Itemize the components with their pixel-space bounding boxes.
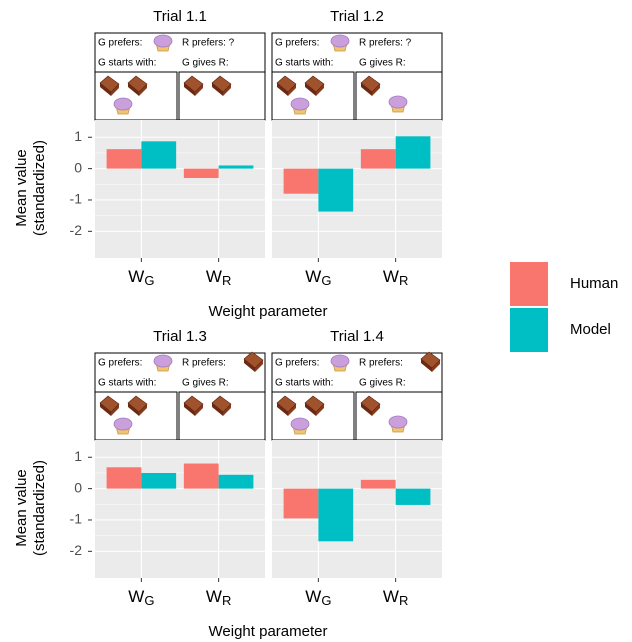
y-tick-label: 1 [74,448,82,464]
bar [184,464,219,489]
cupcake-frosting [114,98,132,110]
scenario-text: G starts with: [98,58,156,69]
x-tick-main: W [383,267,399,286]
cupcake-frosting [154,35,172,47]
y-tick-label: 0 [74,159,82,175]
x-tick-sub: R [399,593,408,608]
bar [284,489,319,519]
scenario-text: G prefers: [98,38,142,49]
x-tick-sub: R [399,273,408,288]
x-tick-label: WR [383,267,408,288]
cupcake-frosting [114,418,132,430]
y-axis-label: Mean value [13,469,30,547]
cupcake-frosting [331,35,349,47]
panel-title: Trial 1.1 [153,8,207,25]
scenario-text: G starts with: [275,378,333,389]
bar [107,467,142,488]
legend-key [510,308,548,352]
x-tick-sub: G [144,273,154,288]
x-tick-sub: G [144,593,154,608]
legend-label: Human [570,275,618,292]
y-tick-label: 1 [74,128,82,144]
bar [219,165,254,168]
x-tick-label: WG [305,587,331,608]
panel-title: Trial 1.3 [153,328,207,345]
x-tick-main: W [383,587,399,606]
cupcake-frosting [291,98,309,110]
bar [396,136,431,168]
scenario-text: G gives R: [359,378,406,389]
x-tick-label: WR [206,587,231,608]
scenario-text: R prefers: [359,358,403,369]
scenario-text: G gives R: [182,378,229,389]
legend-key [510,262,548,306]
x-tick-label: WG [128,267,154,288]
x-tick-main: W [305,587,321,606]
x-tick-sub: G [321,593,331,608]
y-tick-label: -2 [70,542,83,558]
x-axis-label: Weight parameter [209,623,328,640]
bar [107,149,142,168]
y-axis-label: (standardized) [31,140,48,236]
scenario-text: G starts with: [98,378,156,389]
x-tick-sub: R [222,273,231,288]
panel-title: Trial 1.2 [330,8,384,25]
cupcake-frosting [331,355,349,367]
scenario-text: G prefers: [98,358,142,369]
panel-background [95,120,265,258]
x-tick-label: WG [128,587,154,608]
y-axis-label: Mean value [13,149,30,227]
x-tick-main: W [128,587,144,606]
y-axis-label: (standardized) [31,460,48,556]
scenario-text: G gives R: [359,58,406,69]
cupcake-frosting [291,418,309,430]
bar [219,475,254,489]
y-tick-label: -1 [70,511,83,527]
x-tick-sub: R [222,593,231,608]
y-tick-label: -1 [70,191,83,207]
x-axis-label: Weight parameter [209,303,328,320]
x-tick-label: WG [305,267,331,288]
x-tick-main: W [206,587,222,606]
cupcake-frosting [389,416,407,428]
x-tick-main: W [305,267,321,286]
x-tick-label: WR [383,587,408,608]
bar [318,169,353,212]
bar [396,489,431,505]
scenario-text: R prefers: [182,358,226,369]
chart: Trial 1.1 G prefers: R prefers: ? G starts … [0,0,632,642]
cupcake-frosting [154,355,172,367]
scenario-text: G gives R: [182,58,229,69]
bar [184,169,219,178]
bar [284,169,319,194]
scenario-text: R prefers: ? [182,38,235,49]
x-tick-main: W [206,267,222,286]
panel-background [95,440,265,578]
bar [141,141,176,168]
bar [318,489,353,542]
cupcake-frosting [389,96,407,108]
page: {"chart_data": [ {"type": "bar", "title"… [0,0,632,642]
scenario-text: G prefers: [275,38,319,49]
scenario-text: G prefers: [275,358,319,369]
legend-label: Model [570,321,611,338]
bar [361,149,396,168]
x-tick-sub: G [321,273,331,288]
y-tick-label: 0 [74,479,82,495]
bar [141,473,176,489]
scenario-text: R prefers: ? [359,38,412,49]
scenario-text: G starts with: [275,58,333,69]
panel-title: Trial 1.4 [330,328,384,345]
x-tick-main: W [128,267,144,286]
y-tick-label: -2 [70,222,83,238]
bar [361,480,396,489]
x-tick-label: WR [206,267,231,288]
